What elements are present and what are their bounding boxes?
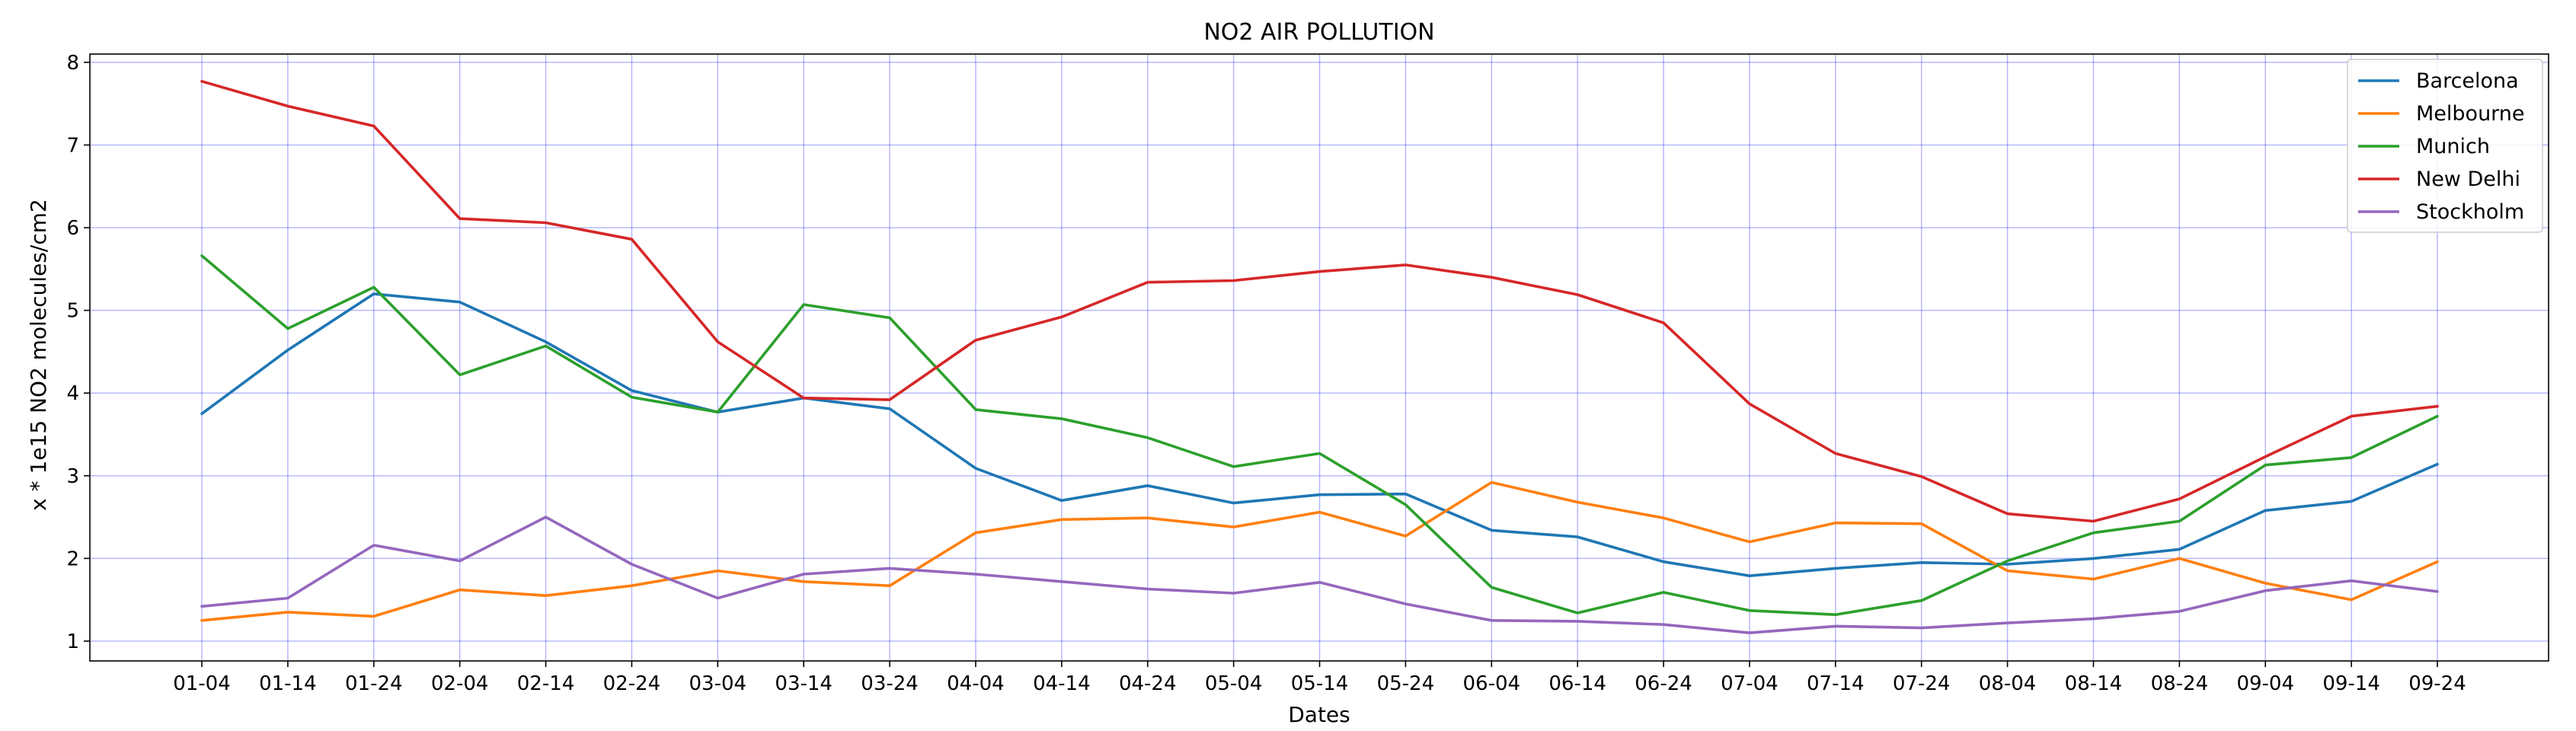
legend-label-barcelona: Barcelona [2416,69,2519,93]
series-lines [200,80,2439,634]
x-tick-label: 07-24 [1893,672,1951,695]
x-tick-label: 01-14 [259,672,317,695]
y-tick-label: 6 [66,217,79,240]
y-tick-label: 5 [66,300,79,323]
x-tick-label: 05-04 [1205,672,1263,695]
y-tick-label: 3 [66,465,79,488]
legend-box [2347,59,2543,233]
legend-label-melbourne: Melbourne [2416,102,2525,126]
x-tick-label: 04-14 [1033,672,1091,695]
x-tick-label: 06-04 [1462,672,1520,695]
series-line-stockholm [200,516,2439,634]
x-tick-label: 07-14 [1807,672,1865,695]
x-tick-label: 05-14 [1291,672,1349,695]
series-line-new-delhi [200,80,2439,523]
legend-label-stockholm: Stockholm [2416,200,2524,224]
x-tick-label: 01-04 [173,672,231,695]
x-tick-label: 09-24 [2408,672,2466,695]
x-tick-label: 08-24 [2151,672,2209,695]
y-tick-label: 2 [66,547,79,570]
x-tick-label: 02-14 [517,672,575,695]
legend-label-new-delhi: New Delhi [2416,168,2520,191]
x-tick-label: 06-14 [1548,672,1606,695]
legend-label-munich: Munich [2416,135,2490,158]
y-tick-label: 1 [66,630,79,653]
grid [90,54,2549,661]
x-tick-label: 06-24 [1635,672,1692,695]
x-tick-label: 07-04 [1721,672,1779,695]
x-axis-label: Dates [1288,702,1350,727]
x-tick-label: 03-24 [861,672,919,695]
y-tick-label: 8 [66,52,79,75]
x-tick-label: 09-14 [2322,672,2380,695]
x-tick-label: 08-14 [2065,672,2123,695]
y-tick-label: 4 [66,382,79,405]
x-tick-label: 08-04 [1979,672,2037,695]
x-tick-label: 09-04 [2236,672,2294,695]
x-tick-label: 02-04 [431,672,489,695]
axis-ticks: 01-04 01-14 01-24 02-04 02-14 02-24 03-04 03-14… [66,52,2466,695]
x-tick-label: 03-04 [689,672,747,695]
series-line-munich [200,254,2439,617]
x-tick-label: 04-04 [947,672,1005,695]
x-tick-label: 03-14 [775,672,833,695]
series-line-melbourne [200,480,2439,622]
chart-title: NO2 AIR POLLUTION [1203,19,1434,46]
y-tick-label: 7 [66,134,79,157]
x-tick-label: 04-24 [1119,672,1177,695]
legend: Barcelona Melbourne Munich New Delhi Stockho… [2347,59,2543,233]
x-tick-label: 01-24 [345,672,403,695]
y-axis-label: x * 1e15 NO2 molecules/cm2 [26,199,51,511]
series-line-barcelona [200,292,2439,578]
x-tick-label: 02-24 [603,672,661,695]
x-tick-label: 05-24 [1377,672,1435,695]
